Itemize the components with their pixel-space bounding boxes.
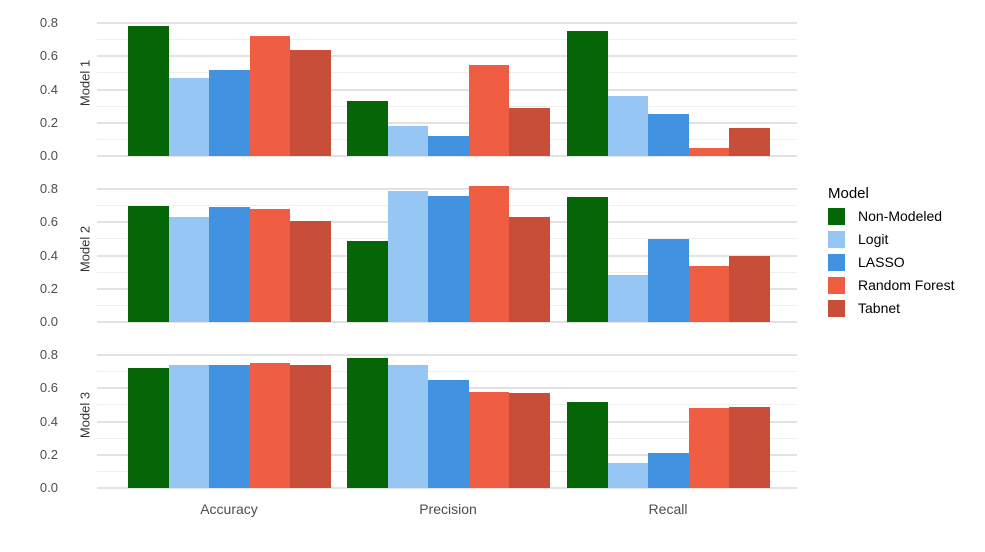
bar xyxy=(567,197,608,322)
gridline-major xyxy=(97,321,797,323)
bar xyxy=(607,275,648,322)
bar xyxy=(729,128,770,156)
y-axis-tick-label: 0.0 xyxy=(39,148,58,163)
y-axis-tick-label: 0.4 xyxy=(39,81,58,97)
bar xyxy=(688,148,729,156)
gridline-major xyxy=(97,188,797,191)
bar xyxy=(468,392,509,488)
bar xyxy=(249,36,290,156)
gridline-minor xyxy=(97,39,797,41)
bar xyxy=(347,101,388,156)
gridline-minor xyxy=(97,371,797,373)
y-axis-tick-label: 0.4 xyxy=(39,247,58,263)
gridline-major xyxy=(97,155,797,157)
facet-panel xyxy=(97,341,797,489)
bar xyxy=(509,108,550,156)
facet-row-label: Model 1 xyxy=(77,59,92,106)
bar xyxy=(347,358,388,488)
bar xyxy=(290,365,331,488)
bar xyxy=(387,126,428,156)
gridline-major xyxy=(97,354,797,357)
facet-panel xyxy=(97,9,797,157)
bar xyxy=(290,221,331,322)
bar xyxy=(468,186,509,322)
x-axis-category-label: Accuracy xyxy=(200,501,258,517)
legend-swatch xyxy=(828,277,845,294)
legend-swatch xyxy=(828,231,845,248)
bar xyxy=(509,393,550,488)
bar xyxy=(607,463,648,488)
bar xyxy=(428,136,469,156)
bar xyxy=(209,70,250,156)
y-axis-tick-label: 0.0 xyxy=(39,480,58,495)
x-axis-category-label: Precision xyxy=(419,501,477,517)
y-axis-tick-label: 0.6 xyxy=(39,380,58,396)
y-axis-tick-label: 0.8 xyxy=(39,181,58,197)
gridline-minor xyxy=(97,72,797,74)
gridline-major xyxy=(97,55,797,58)
bar xyxy=(128,26,169,156)
bar xyxy=(648,239,689,322)
bar xyxy=(387,191,428,322)
legend-title: Model xyxy=(828,185,869,202)
bar xyxy=(648,114,689,156)
bar xyxy=(249,363,290,488)
bar xyxy=(509,217,550,322)
facet-row-label: Model 3 xyxy=(77,391,92,438)
bar xyxy=(567,31,608,156)
bar xyxy=(209,365,250,488)
bar xyxy=(688,408,729,488)
bar xyxy=(648,453,689,488)
legend-entry-label: Random Forest xyxy=(858,277,955,293)
bar xyxy=(428,196,469,322)
y-axis-tick-label: 0.4 xyxy=(39,413,58,429)
bar xyxy=(468,65,509,156)
legend-swatch xyxy=(828,300,845,317)
bar xyxy=(168,365,209,488)
bar xyxy=(128,368,169,488)
bar xyxy=(128,206,169,322)
y-axis-tick-label: 0.6 xyxy=(39,48,58,64)
bar xyxy=(607,96,648,156)
legend-swatch xyxy=(828,254,845,271)
y-axis-tick-label: 0.8 xyxy=(39,347,58,363)
bar xyxy=(249,209,290,322)
legend-entry-label: Non-Modeled xyxy=(858,208,943,224)
y-axis-tick-label: 0.2 xyxy=(39,114,58,130)
bar xyxy=(428,380,469,488)
gridline-major xyxy=(97,88,797,91)
bar xyxy=(290,50,331,156)
gridline-minor xyxy=(97,105,797,107)
bar xyxy=(688,266,729,322)
gridline-major xyxy=(97,487,797,489)
legend-swatch xyxy=(828,208,845,225)
legend-entry-label: LASSO xyxy=(858,254,905,270)
bar xyxy=(729,407,770,488)
bar xyxy=(347,241,388,322)
gridline-major xyxy=(97,121,797,124)
facet-panel xyxy=(97,175,797,323)
y-axis-tick-label: 0.2 xyxy=(39,446,58,462)
y-axis-tick-label: 0.2 xyxy=(39,280,58,296)
bar xyxy=(209,207,250,322)
gridline-major xyxy=(97,22,797,25)
legend-entry-label: Logit xyxy=(858,231,889,247)
x-axis-category-label: Recall xyxy=(648,501,688,517)
bar xyxy=(729,256,770,322)
bar xyxy=(387,365,428,488)
facet-row-label: Model 2 xyxy=(77,225,92,272)
bar xyxy=(168,217,209,322)
y-axis-tick-label: 0.6 xyxy=(39,214,58,230)
bar xyxy=(168,78,209,156)
y-axis-tick-label: 0.0 xyxy=(39,314,58,329)
bar xyxy=(567,402,608,488)
legend-entry-label: Tabnet xyxy=(858,300,901,316)
y-axis-tick-label: 0.8 xyxy=(39,15,58,31)
